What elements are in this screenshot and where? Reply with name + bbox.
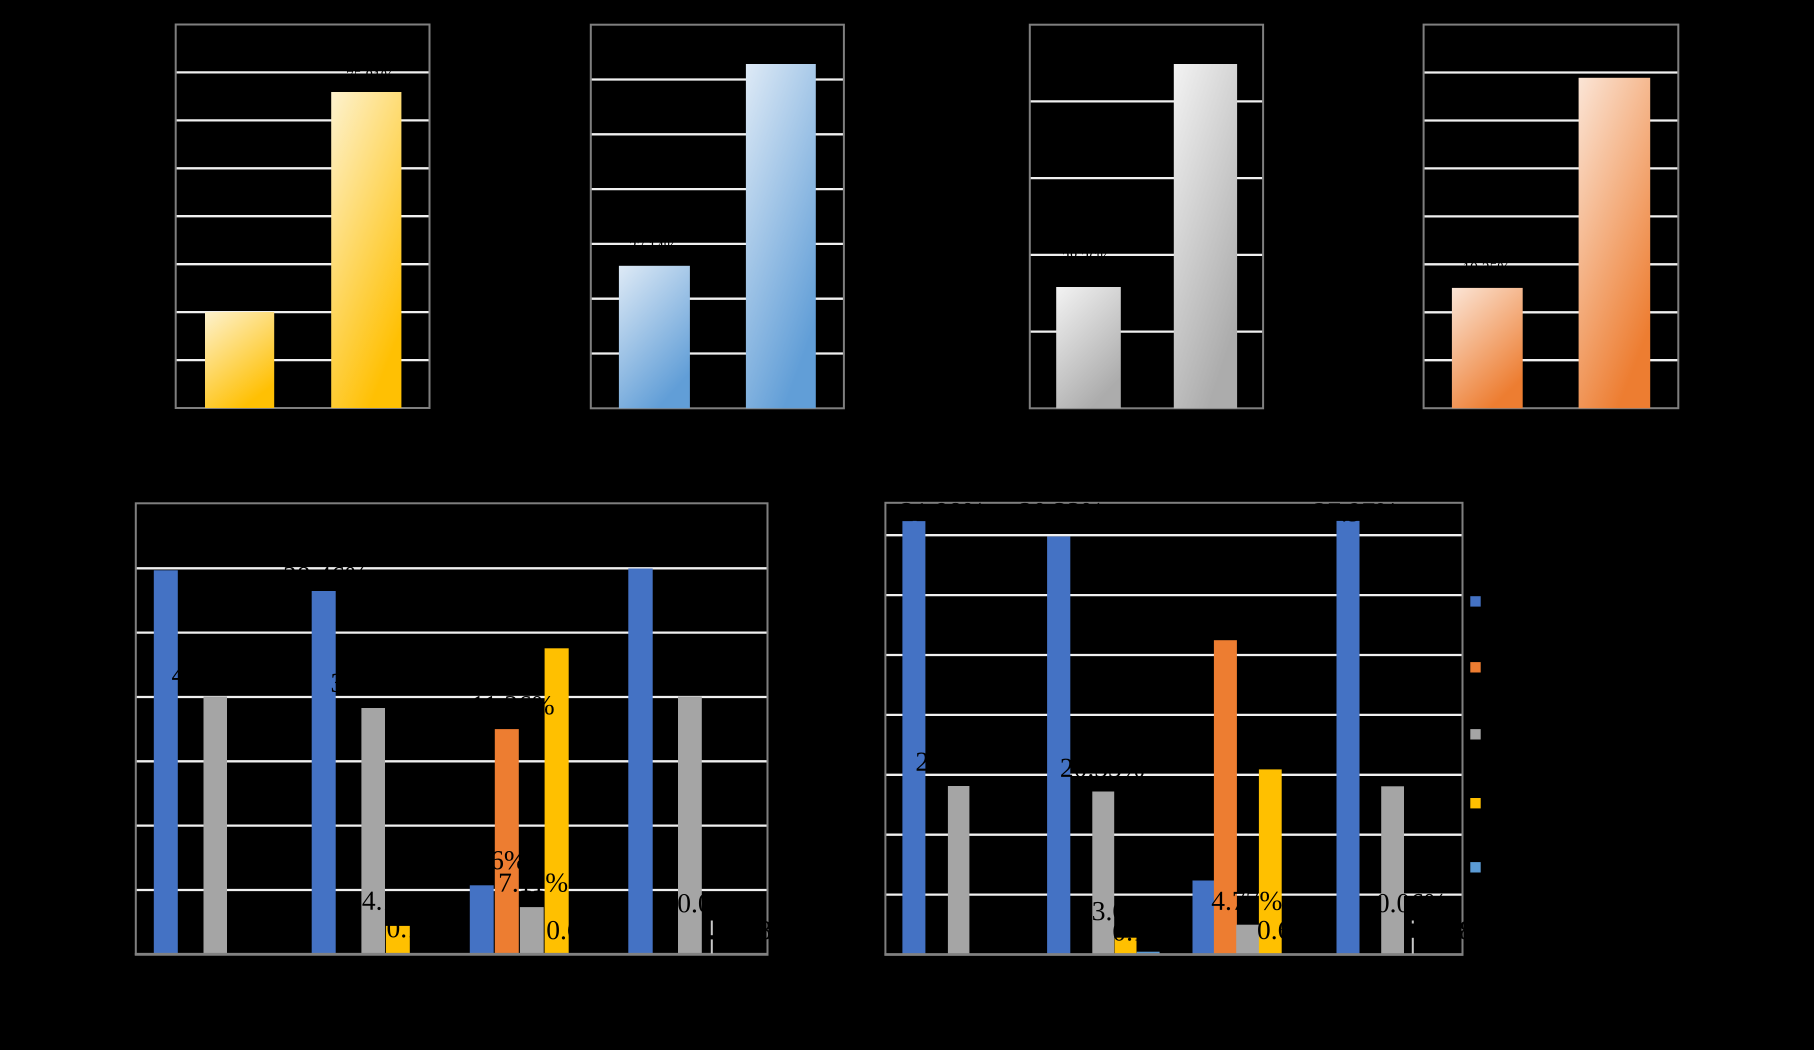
svg-text:30.77%: 30.77% <box>331 667 416 698</box>
svg-text:3.04%: 3.04% <box>1092 895 1163 926</box>
svg-text:7.11%: 7.11% <box>498 867 568 898</box>
svg-text:19.25%: 19.25% <box>1463 260 1511 277</box>
svg-text:4.16%: 4.16% <box>362 885 433 916</box>
svg-text:21.98%: 21.98% <box>900 496 985 527</box>
svg-text:20.33%: 20.33% <box>1019 496 1104 527</box>
svg-text:4.77%: 4.77% <box>1211 885 1282 916</box>
svg-text:0.10%: 0.10% <box>386 912 457 943</box>
svg-text:75.81%: 75.81% <box>346 68 394 85</box>
svg-text:0.06%: 0.06% <box>1376 887 1447 918</box>
svg-text:11.36%: 11.36% <box>471 689 555 720</box>
svg-text:0.08%: 0.08% <box>723 914 794 945</box>
svg-text:0.64%: 0.64% <box>1257 914 1328 945</box>
svg-text:0.15%: 0.15% <box>1112 915 1183 946</box>
svg-text:0.64%: 0.64% <box>546 914 617 945</box>
svg-text:28.26%: 28.26% <box>1062 250 1110 267</box>
svg-text:21.98%: 21.98% <box>915 746 1000 777</box>
svg-text:27.97%: 27.97% <box>1313 496 1398 527</box>
svg-text:6%: 6% <box>490 844 527 875</box>
svg-text:0.08%: 0.08% <box>1425 914 1496 945</box>
svg-text:38.46%: 38.46% <box>283 560 368 591</box>
svg-text:20.33%: 20.33% <box>1060 752 1145 783</box>
svg-text:37.14%: 37.14% <box>629 239 677 256</box>
svg-text:41.98%: 41.98% <box>172 659 257 690</box>
svg-text:0.06%: 0.06% <box>677 887 748 918</box>
